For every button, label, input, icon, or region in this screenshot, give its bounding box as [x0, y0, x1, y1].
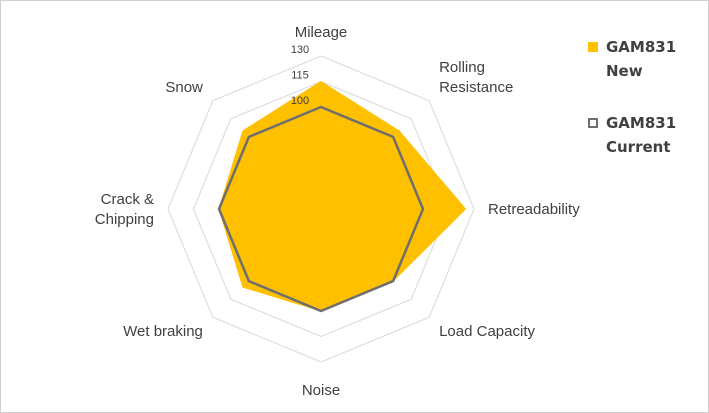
legend-label-current: GAM831 Current — [606, 114, 677, 156]
tick-label: 115 — [291, 70, 309, 82]
legend-item-current: GAM831 Current — [588, 111, 706, 159]
legend-label-new: GAM831 New — [606, 38, 677, 80]
legend-item-new: GAM831 New — [588, 35, 706, 83]
axis-label: Wet braking — [123, 323, 203, 340]
axis-label: Rolling Resistance — [439, 59, 513, 96]
axis-label: Mileage — [295, 24, 348, 41]
grid-ring — [167, 55, 475, 363]
axis-label: Load Capacity — [439, 323, 535, 340]
legend-swatch-new — [588, 42, 598, 52]
legend-swatch-current — [588, 118, 598, 128]
grid-ring — [192, 80, 450, 338]
radar-series-current — [217, 105, 425, 313]
tick-label: 130 — [291, 44, 309, 56]
tick-label: 100 — [291, 95, 309, 107]
axis-label: Crack & Chipping — [95, 191, 154, 228]
axis-label: Retreadability — [488, 201, 580, 218]
axis-label: Snow — [165, 79, 203, 96]
radar-series — [217, 80, 467, 313]
radar-labels: 100 115 130 Mileage Rolling Resistance Retread… — [95, 24, 580, 399]
axis-label: Noise — [302, 382, 340, 399]
